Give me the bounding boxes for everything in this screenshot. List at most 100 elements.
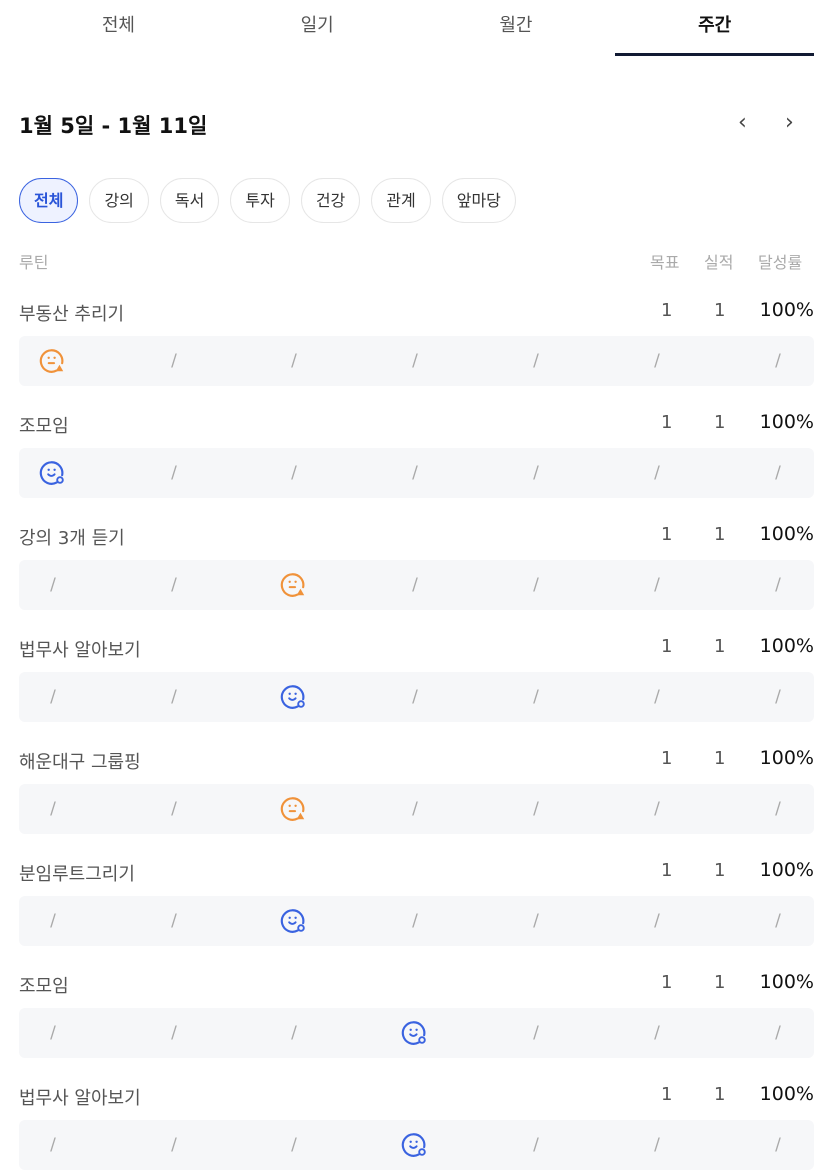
day-empty[interactable]: /: [50, 575, 56, 595]
day-empty[interactable]: /: [775, 799, 781, 819]
actual-value: 1: [714, 748, 726, 769]
day-empty[interactable]: /: [775, 351, 781, 371]
day-empty[interactable]: /: [654, 687, 660, 707]
actual-value: 1: [714, 860, 726, 881]
day-status-warning-icon[interactable]: [274, 560, 314, 610]
header-routine: 루틴: [19, 253, 49, 272]
day-empty[interactable]: /: [291, 1023, 297, 1043]
day-empty[interactable]: /: [654, 799, 660, 819]
actual-value: 1: [714, 1084, 726, 1105]
week-day-bar: / / / / / /: [19, 560, 814, 610]
goal-value: 1: [661, 636, 673, 657]
category-filter: 전체 강의 독서 투자 건강 관계 앞마당: [19, 178, 516, 223]
day-empty[interactable]: /: [50, 1135, 56, 1155]
chevron-right-icon: ›: [785, 110, 794, 135]
chip-invest[interactable]: 투자: [230, 178, 290, 223]
day-empty[interactable]: /: [533, 1023, 539, 1043]
day-empty[interactable]: /: [171, 463, 177, 483]
day-empty[interactable]: /: [533, 911, 539, 931]
routine-name[interactable]: 조모임: [19, 416, 69, 437]
day-empty[interactable]: /: [654, 575, 660, 595]
day-empty[interactable]: /: [291, 351, 297, 371]
day-empty[interactable]: /: [533, 687, 539, 707]
day-empty[interactable]: /: [412, 687, 418, 707]
day-empty[interactable]: /: [50, 799, 56, 819]
day-empty[interactable]: /: [412, 575, 418, 595]
header-goal: 목표: [650, 253, 680, 272]
day-empty[interactable]: /: [654, 463, 660, 483]
chip-lecture[interactable]: 강의: [89, 178, 149, 223]
chip-health[interactable]: 건강: [300, 178, 361, 223]
day-empty[interactable]: /: [533, 463, 539, 483]
tab-diary[interactable]: 일기: [300, 15, 334, 36]
day-empty[interactable]: /: [50, 1023, 56, 1043]
routine-name[interactable]: 부동산 추리기: [19, 304, 125, 325]
day-empty[interactable]: /: [50, 911, 56, 931]
routine-name[interactable]: 해운대구 그룹핑: [19, 752, 141, 773]
day-empty[interactable]: /: [171, 351, 177, 371]
day-empty[interactable]: /: [775, 575, 781, 595]
routine-name[interactable]: 조모임: [19, 976, 69, 997]
day-empty[interactable]: /: [412, 351, 418, 371]
day-empty[interactable]: /: [171, 1135, 177, 1155]
day-empty[interactable]: /: [654, 351, 660, 371]
achievement-rate: 100%: [759, 747, 814, 769]
day-empty[interactable]: /: [412, 463, 418, 483]
day-empty[interactable]: /: [171, 1023, 177, 1043]
view-tabs: 전체 일기 월간 주간: [19, 0, 814, 56]
prev-week-button[interactable]: ‹: [738, 110, 747, 135]
achievement-rate: 100%: [759, 299, 814, 321]
day-empty[interactable]: /: [412, 911, 418, 931]
day-empty[interactable]: /: [291, 463, 297, 483]
day-empty[interactable]: /: [654, 1135, 660, 1155]
chip-front-yard[interactable]: 앞마당: [441, 178, 516, 223]
day-status-done-icon[interactable]: [274, 896, 314, 946]
achievement-rate: 100%: [759, 971, 814, 993]
day-empty[interactable]: /: [654, 911, 660, 931]
day-status-done-icon[interactable]: [395, 1120, 435, 1170]
day-empty[interactable]: /: [775, 463, 781, 483]
day-empty[interactable]: /: [654, 1023, 660, 1043]
day-empty[interactable]: /: [171, 911, 177, 931]
day-empty[interactable]: /: [775, 911, 781, 931]
day-empty[interactable]: /: [775, 1023, 781, 1043]
week-day-bar: / / / / / /: [19, 448, 814, 498]
day-empty[interactable]: /: [775, 687, 781, 707]
chip-reading[interactable]: 독서: [159, 178, 220, 223]
tab-weekly[interactable]: 주간: [615, 0, 814, 56]
day-empty[interactable]: /: [775, 1135, 781, 1155]
tab-monthly[interactable]: 월간: [499, 15, 533, 36]
day-empty[interactable]: /: [412, 799, 418, 819]
day-empty[interactable]: /: [171, 687, 177, 707]
goal-value: 1: [661, 300, 673, 321]
goal-value: 1: [661, 748, 673, 769]
day-empty[interactable]: /: [533, 799, 539, 819]
day-status-warning-icon[interactable]: [274, 784, 314, 834]
week-day-bar: / / / / / /: [19, 1120, 814, 1170]
day-empty[interactable]: /: [50, 687, 56, 707]
header-rate: 달성률: [758, 253, 803, 272]
day-empty[interactable]: /: [291, 1135, 297, 1155]
day-status-done-icon[interactable]: [274, 672, 314, 722]
day-empty[interactable]: /: [171, 799, 177, 819]
goal-value: 1: [661, 412, 673, 433]
goal-value: 1: [661, 972, 673, 993]
routine-name[interactable]: 분임루트그리기: [19, 864, 135, 885]
routine-name[interactable]: 법무사 알아보기: [19, 640, 141, 661]
routine-name[interactable]: 강의 3개 듣기: [19, 528, 125, 549]
day-empty[interactable]: /: [533, 351, 539, 371]
chip-all[interactable]: 전체: [19, 178, 79, 223]
day-empty[interactable]: /: [533, 1135, 539, 1155]
day-status-warning-icon[interactable]: [33, 336, 73, 386]
actual-value: 1: [714, 972, 726, 993]
tab-all[interactable]: 전체: [101, 15, 135, 36]
day-status-done-icon[interactable]: [395, 1008, 435, 1058]
day-status-done-icon[interactable]: [33, 448, 73, 498]
routine-name[interactable]: 법무사 알아보기: [19, 1088, 141, 1109]
achievement-rate: 100%: [759, 523, 814, 545]
actual-value: 1: [714, 636, 726, 657]
day-empty[interactable]: /: [533, 575, 539, 595]
day-empty[interactable]: /: [171, 575, 177, 595]
chip-relation[interactable]: 관계: [371, 178, 431, 223]
next-week-button[interactable]: ›: [785, 110, 794, 135]
